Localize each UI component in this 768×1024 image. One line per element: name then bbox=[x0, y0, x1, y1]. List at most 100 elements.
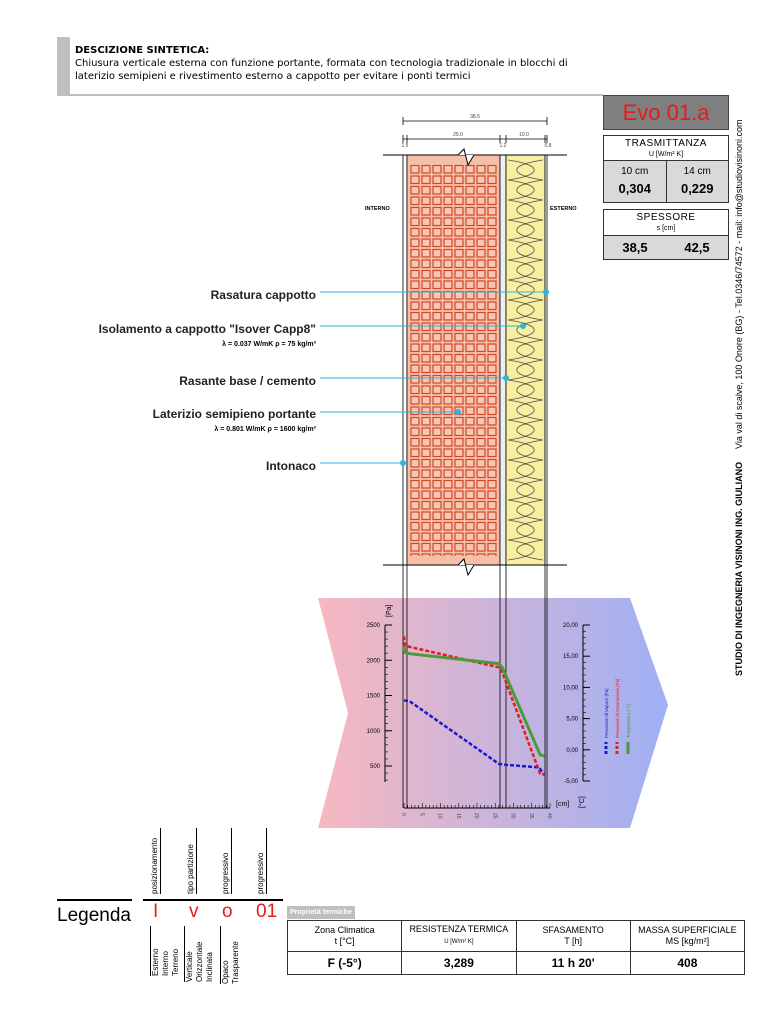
header-divider bbox=[57, 94, 603, 96]
header-cell: RESISTENZA TERMICA U [W/m² K] bbox=[401, 920, 517, 952]
header-unit: U [W/m² K] bbox=[444, 939, 474, 945]
legenda-option: Trasparente bbox=[231, 941, 240, 984]
y-tick-label: 2500 bbox=[367, 623, 381, 629]
layer-props-isolamento: λ = 0.037 W/mK ρ = 75 kg/m³ bbox=[222, 341, 316, 348]
header-unit: T [h] bbox=[564, 936, 583, 946]
trasmittanza-unit: U [W/m² K] bbox=[648, 151, 684, 158]
thermal-chart: 500 1000 1500 2000 2500 [Pa] -5,00 0,00 5,00 10,0… bbox=[367, 604, 631, 818]
dim-rasante: 1.2 bbox=[500, 143, 507, 149]
legenda-option: Verticale bbox=[185, 951, 194, 982]
layer-label-intonaco: Intonaco bbox=[266, 459, 316, 473]
trasmittanza-box: TRASMITTANZA U [W/m² K] 10 cm 0,304 14 cm 0… bbox=[603, 135, 729, 203]
legenda-top: tipo partizione bbox=[186, 828, 197, 894]
proprieta-table: Zona Climatica t [°C] RESISTENZA TERMICA U… bbox=[286, 920, 746, 975]
legenda-option: Opaco bbox=[221, 960, 230, 984]
studio-address: Via val di scalve, 100 Onore (BG) - Tel.… bbox=[734, 120, 744, 450]
spessore-value: 38,5 bbox=[622, 240, 648, 255]
x-tick-label: 30 bbox=[510, 813, 516, 819]
layer-props-laterizio: λ = 0.801 W/mK ρ = 1600 kg/m³ bbox=[214, 426, 316, 433]
insulation-hatch bbox=[507, 159, 544, 561]
series-line bbox=[403, 699, 546, 776]
legend-label: Temperatura [°C] bbox=[626, 704, 631, 738]
x-tick-label: 40 bbox=[546, 813, 552, 819]
legenda-top: progressivo bbox=[256, 828, 267, 894]
legenda-top: posizionamento bbox=[150, 828, 161, 894]
header-title: RESISTENZA TERMICA bbox=[409, 924, 509, 934]
y-left-label: [Pa] bbox=[386, 604, 393, 617]
layer-label-laterizio: Laterizio semipieno portante bbox=[152, 407, 316, 421]
header-title: Zona Climatica bbox=[314, 925, 375, 935]
trasmittanza-value: 0,229 bbox=[680, 181, 714, 196]
x-tick-label: 10 bbox=[437, 813, 443, 819]
intonaco-layer bbox=[402, 154, 408, 566]
studio-name: STUDIO DI INGEGNERIA VISINONI ING. GIULI… bbox=[734, 461, 744, 676]
legenda-bottom-group: Verticale Orizzontale Inclinata bbox=[184, 926, 215, 982]
y-tick-label: 1500 bbox=[367, 694, 381, 700]
description-title: DESCIZIONE SINTETICA: bbox=[75, 45, 210, 56]
legend-label: Pressione di Vapore [Pa] bbox=[604, 689, 609, 738]
spessore-box: SPESSORE s [cm] 38,5 42,5 bbox=[603, 209, 729, 260]
proprieta-label: Proprietà termiche bbox=[287, 906, 355, 919]
chart-background-arrow bbox=[318, 598, 668, 828]
leader-lines bbox=[320, 289, 549, 466]
rasante-layer bbox=[499, 154, 507, 566]
studio-info: STUDIO DI INGEGNERIA VISINONI ING. GIULI… bbox=[733, 120, 745, 810]
dim-brick: 25.0 bbox=[453, 132, 463, 138]
layer-label-rasatura: Rasatura cappotto bbox=[210, 288, 316, 302]
spessore-unit: s [cm] bbox=[656, 225, 676, 232]
spessore-value: 42,5 bbox=[684, 240, 710, 255]
dim-intonaco: 1.5 bbox=[402, 143, 409, 149]
legenda-option: Orizzontale bbox=[195, 941, 204, 982]
y-right-tick-label: 0,00 bbox=[566, 748, 578, 754]
y-right-tick-label: 20,00 bbox=[563, 623, 579, 629]
x-tick-label: 0 bbox=[400, 813, 406, 816]
interno-label: INTERNO bbox=[365, 206, 390, 212]
y-right-label: [°C] bbox=[578, 796, 586, 808]
legenda-letter: o bbox=[222, 901, 233, 922]
value-cell: F (-5°) bbox=[286, 951, 403, 975]
header-title: SFASAMENTO bbox=[542, 925, 604, 935]
value-cell: 11 h 20' bbox=[515, 951, 631, 975]
layer-label-isolamento: Isolamento a cappotto "Isover Capp8" bbox=[98, 322, 316, 336]
y-tick-label: 500 bbox=[370, 764, 381, 770]
legenda-option: Terreno bbox=[171, 948, 180, 976]
legenda-top: progressivo bbox=[221, 828, 232, 894]
dim-rasatura: 0.8 bbox=[545, 143, 552, 149]
x-tick-label: 15 bbox=[455, 813, 461, 819]
legenda-letter: v bbox=[189, 901, 199, 922]
y-right-tick-label: 5,00 bbox=[566, 717, 578, 723]
x-tick-label: 5 bbox=[418, 813, 424, 816]
dimension-lines bbox=[402, 117, 548, 143]
series-line bbox=[402, 646, 545, 758]
header-cell: SFASAMENTO T [h] bbox=[515, 920, 631, 952]
trasmittanza-value: 0,304 bbox=[618, 181, 652, 196]
y-tick-label: 2000 bbox=[367, 658, 381, 664]
x-tick-label: 20 bbox=[473, 813, 479, 819]
legenda-option: Inclinata bbox=[205, 952, 214, 982]
legenda-letter: I bbox=[153, 901, 159, 922]
header-unit: MS [kg/m²] bbox=[665, 936, 710, 946]
layer-extension-lines bbox=[402, 565, 548, 808]
col-label: 10 cm bbox=[621, 166, 649, 177]
legenda-title: Legenda bbox=[57, 905, 131, 926]
legenda-code-rule bbox=[143, 899, 283, 901]
description-text: Chiusura verticale esterna con funzione … bbox=[75, 58, 568, 82]
y-right-tick-label: 15,00 bbox=[563, 654, 579, 660]
spessore-title: SPESSORE bbox=[636, 212, 696, 223]
esterno-label: ESTERNO bbox=[550, 206, 577, 212]
header-title: MASSA SUPERFICIALE bbox=[638, 925, 737, 935]
rasatura-layer bbox=[544, 154, 548, 566]
value-cell: 3,289 bbox=[401, 951, 517, 975]
y-right-tick-label: -5,00 bbox=[564, 779, 578, 785]
dim-total: 38.5 bbox=[470, 114, 480, 120]
legenda-option: Interno bbox=[161, 951, 170, 976]
legenda-rule bbox=[57, 899, 132, 901]
legenda-letter: 01 bbox=[256, 901, 278, 922]
col-label: 14 cm bbox=[683, 166, 711, 177]
series-line bbox=[402, 636, 545, 776]
layer-label-rasante: Rasante base / cemento bbox=[179, 374, 316, 388]
y-tick-label: 1000 bbox=[367, 729, 381, 735]
x-tick-label: 25 bbox=[491, 813, 497, 819]
header-accent-bar bbox=[57, 37, 70, 95]
